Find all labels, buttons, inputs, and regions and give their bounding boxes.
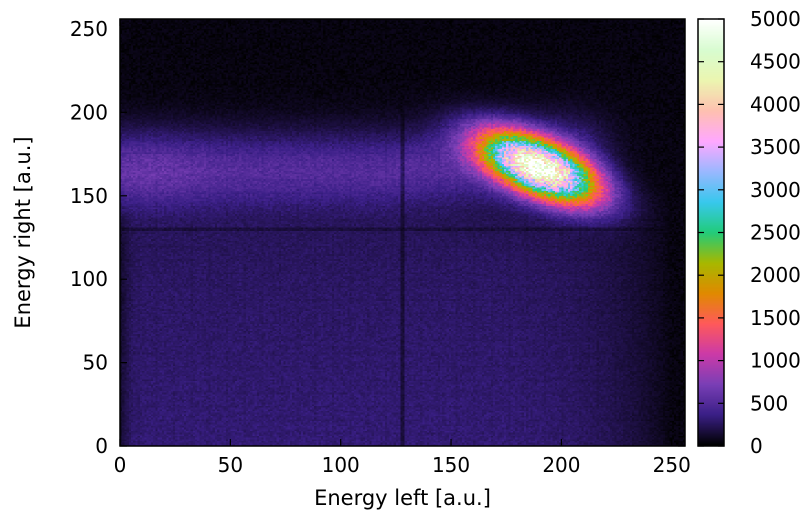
colorbar-tick-label: 2000 — [750, 263, 801, 287]
x-axis-ticks: 0 50 100 150 200 250 — [114, 19, 691, 477]
colorbar-tick-label: 5000 — [750, 7, 801, 31]
y-tick-label: 50 — [83, 351, 108, 375]
plot-frame — [119, 18, 686, 447]
x-tick-label: 50 — [218, 453, 243, 477]
y-tick-label: 200 — [70, 100, 108, 124]
y-tick-label: 0 — [95, 434, 108, 458]
colorbar-tick-label: 3500 — [750, 135, 801, 159]
heatmap-image — [120, 19, 685, 446]
y-axis-label: Energy right [a.u.] — [11, 136, 35, 328]
colorbar-tick-label: 4000 — [750, 92, 801, 116]
colorbar-ticks: 0 500 1000 1500 2000 2500 3000 3500 4000 4500 5000 — [698, 7, 801, 458]
y-tick-label: 100 — [70, 267, 108, 291]
y-axis-ticks: 0 50 100 150 200 250 — [70, 17, 685, 458]
colorbar-tick-label: 2500 — [750, 221, 801, 245]
x-tick-label: 150 — [432, 453, 470, 477]
x-axis-label: Energy left [a.u.] — [314, 486, 491, 510]
colorbar-tick-label: 0 — [750, 434, 763, 458]
colorbar-tick-label: 1000 — [750, 349, 801, 373]
colorbar-tick-label: 500 — [750, 391, 788, 415]
colorbar-tick-label: 3000 — [750, 178, 801, 202]
x-tick-label: 0 — [114, 453, 127, 477]
colorbar-tick-label: 4500 — [750, 50, 801, 74]
colorbar-tick-label: 1500 — [750, 306, 801, 330]
x-tick-label: 250 — [653, 453, 691, 477]
x-tick-label: 100 — [322, 453, 360, 477]
x-tick-label: 200 — [542, 453, 580, 477]
y-tick-label: 250 — [70, 17, 108, 41]
y-tick-label: 150 — [70, 184, 108, 208]
